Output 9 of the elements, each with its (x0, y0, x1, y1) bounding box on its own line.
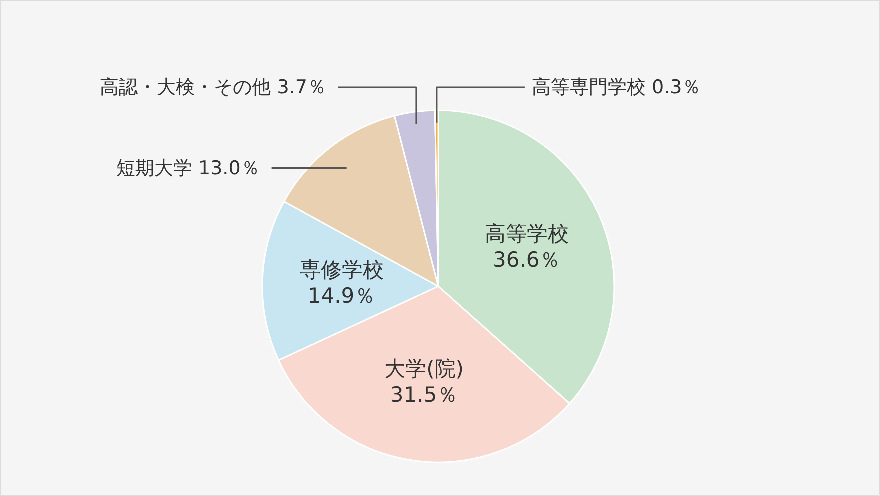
slice-label: 大学(院) (384, 357, 464, 382)
slice-label: 高等専門学校 0.3％ (532, 76, 702, 98)
slice-label: 短期大学 13.0％ (116, 157, 260, 180)
data-label: 31.5％ (390, 383, 458, 408)
data-label: 14.9％ (308, 284, 376, 308)
data-label: 36.6％ (492, 248, 561, 272)
slice-label: 専修学校 (300, 258, 384, 282)
slice-label: 高等学校 (484, 222, 569, 246)
slice-label: 高認・大検・その他 3.7％ (100, 76, 326, 98)
